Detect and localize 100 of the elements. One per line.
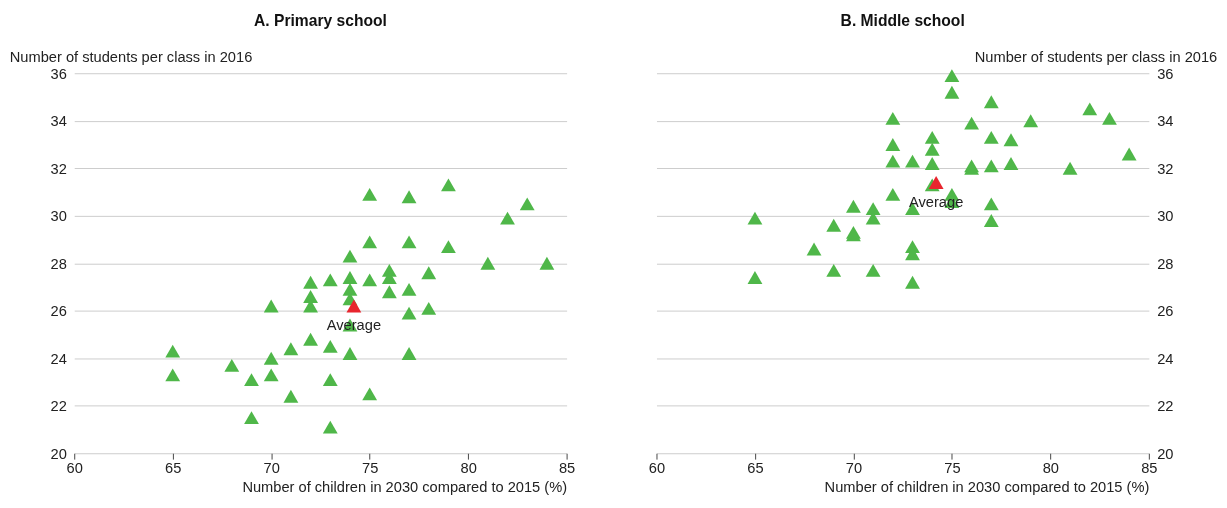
x-axis-title: Number of children in 2030 compared to 2015 (%) (242, 478, 568, 495)
y-tick-label: 20 (1157, 445, 1174, 462)
point (944, 85, 960, 99)
point (885, 111, 901, 125)
point (322, 339, 338, 353)
point (885, 138, 901, 151)
y-axis-title: Number of students per class in 2016 (974, 49, 1218, 66)
y-tick-label: 28 (1157, 255, 1174, 272)
x-tick-label: 75 (362, 460, 379, 477)
point (1102, 111, 1117, 125)
point (747, 211, 763, 225)
point (421, 301, 437, 315)
x-tick-label: 70 (263, 460, 280, 477)
point (342, 282, 358, 296)
point (342, 347, 358, 360)
point (362, 387, 378, 401)
point (983, 159, 999, 173)
point (1003, 133, 1019, 147)
y-tick-label: 30 (1157, 208, 1174, 225)
point (342, 249, 358, 263)
point (303, 290, 318, 303)
chart-title: B. Middle school (840, 12, 965, 30)
x-tick-label: 60 (66, 460, 83, 477)
x-axis-title: Number of children in 2030 compared to 2015 (%) (824, 478, 1150, 495)
point (303, 275, 318, 289)
y-tick-label: 30 (50, 208, 67, 225)
point (885, 187, 901, 201)
point (964, 116, 979, 130)
point (747, 271, 763, 284)
point (381, 285, 397, 299)
y-tick-label: 32 (50, 160, 67, 177)
point (905, 275, 920, 289)
y-tick-label: 22 (50, 398, 67, 415)
point (401, 282, 417, 296)
point (928, 176, 944, 189)
point (500, 211, 515, 225)
point (303, 332, 318, 346)
point (283, 342, 299, 356)
y-tick-label: 22 (1157, 398, 1174, 415)
point (322, 373, 338, 387)
point (1023, 114, 1039, 128)
y-tick-label: 20 (50, 445, 67, 462)
point (322, 273, 338, 287)
y-tick-label: 34 (1157, 113, 1174, 130)
point (1121, 147, 1137, 161)
point (421, 266, 437, 280)
point (924, 130, 940, 144)
point (983, 95, 999, 109)
point (944, 69, 960, 83)
x-tick-label: 65 (165, 460, 182, 477)
point (480, 256, 496, 270)
point (905, 154, 920, 168)
point (283, 389, 299, 403)
point (165, 368, 181, 382)
point (244, 411, 259, 425)
point (244, 373, 259, 387)
point (362, 273, 378, 287)
point (441, 240, 456, 254)
point (362, 187, 378, 201)
point (1062, 161, 1078, 175)
x-tick-label: 75 (944, 460, 961, 477)
point (224, 358, 240, 372)
point (826, 263, 842, 277)
point (322, 420, 338, 434)
point (983, 197, 999, 211)
point (401, 347, 417, 360)
y-tick-label: 36 (50, 65, 67, 82)
point (865, 202, 881, 216)
point (263, 368, 279, 382)
point (826, 218, 842, 232)
y-tick-label: 34 (50, 113, 67, 130)
point (263, 299, 279, 313)
point (519, 197, 535, 211)
x-tick-label: 70 (845, 460, 863, 477)
y-tick-label: 28 (50, 255, 67, 272)
x-tick-label: 80 (460, 460, 477, 477)
point (539, 256, 555, 270)
point (983, 130, 999, 144)
x-tick-label: 65 (747, 460, 764, 477)
point (1003, 157, 1019, 170)
point (924, 142, 940, 156)
point (346, 299, 362, 313)
y-tick-label: 36 (1157, 65, 1174, 82)
point (885, 154, 901, 168)
x-tick-label: 85 (1141, 460, 1158, 477)
point (1082, 102, 1098, 116)
point (441, 178, 456, 192)
x-tick-label: 60 (648, 460, 666, 477)
y-tick-label: 26 (50, 303, 67, 320)
point (846, 199, 861, 213)
point (263, 351, 279, 365)
point (342, 271, 358, 284)
y-tick-label: 26 (1157, 303, 1174, 320)
y-tick-label: 24 (50, 350, 67, 367)
point (401, 306, 417, 320)
point (401, 190, 417, 204)
y-tick-label: 24 (1157, 350, 1174, 367)
point (401, 235, 417, 249)
point (806, 242, 822, 256)
y-tick-label: 32 (1157, 160, 1174, 177)
